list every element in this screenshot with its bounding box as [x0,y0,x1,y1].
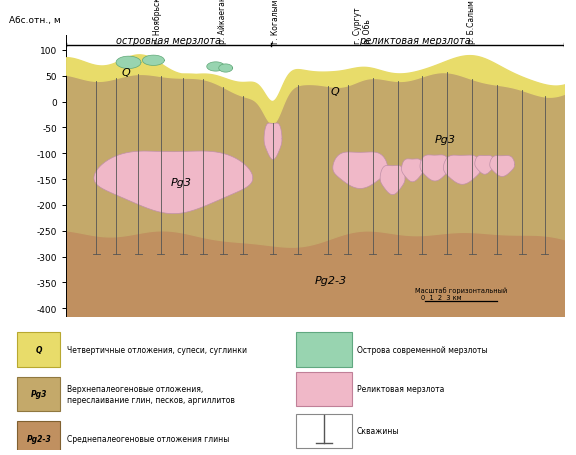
Polygon shape [333,152,388,189]
Polygon shape [420,156,450,182]
Text: Реликтовая мерзлота: Реликтовая мерзлота [357,384,445,394]
Text: Острова современной мерзлоты: Острова современной мерзлоты [357,345,488,354]
Text: Скважины: Скважины [357,426,400,435]
Polygon shape [94,152,253,214]
Text: 0  1  2  3 км: 0 1 2 3 км [421,294,461,300]
Text: Абс.отн., м: Абс.отн., м [9,16,60,25]
Text: Q: Q [36,345,43,354]
Polygon shape [116,57,141,69]
Text: р. Айкаеган: р. Айкаеган [218,0,227,44]
Text: Масштаб горизонтальный: Масштаб горизонтальный [415,287,507,293]
Text: Q: Q [331,87,340,97]
Polygon shape [475,156,495,175]
Text: г. Ноябрьск: г. Ноябрьск [153,0,162,44]
Polygon shape [444,156,482,185]
Polygon shape [490,156,514,177]
Text: г. Сургут
р. Обь: г. Сургут р. Обь [353,8,372,44]
Polygon shape [142,56,164,66]
Text: островная мерзлота: островная мерзлота [116,35,221,46]
Polygon shape [219,65,233,73]
Bar [17,377,60,411]
Polygon shape [207,63,225,72]
Text: Четвертичные отложения, супеси, суглинки: Четвертичные отложения, супеси, суглинки [67,345,247,354]
Text: реликтовая мерзлота: реликтовая мерзлота [359,35,471,46]
Text: г. Когалым: г. Когалым [271,0,279,44]
Bar [296,414,351,448]
Text: Pg3: Pg3 [170,177,191,187]
Polygon shape [401,160,423,182]
Text: Среднепалеогеновые отложения глины: Среднепалеогеновые отложения глины [67,434,229,443]
Text: р. Б.Салым: р. Б.Салым [467,0,476,44]
Text: Pg3: Pg3 [31,389,47,399]
Bar [296,372,351,406]
Bar [17,421,60,455]
Polygon shape [264,124,282,160]
Text: Pg2-3: Pg2-3 [27,434,51,443]
Polygon shape [380,166,405,195]
Text: Pg3: Pg3 [434,135,456,144]
Bar [296,333,351,367]
Bar [17,333,60,367]
Text: Верхнепалеогеновые отложения,
переслаивание глин, песков, аргиллитов: Верхнепалеогеновые отложения, переслаива… [67,384,234,404]
Text: Q: Q [122,68,130,78]
Text: Pg2-3: Pg2-3 [314,275,346,285]
